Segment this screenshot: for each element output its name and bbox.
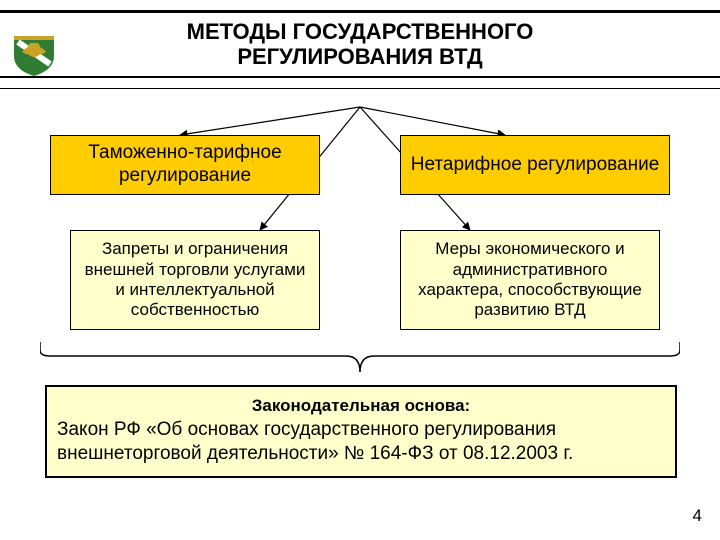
title-line1: МЕТОДЫ ГОСУДАРСТВЕННОГО (187, 19, 534, 44)
node-label: Таможенно-тарифное регулирование (59, 142, 311, 188)
node-label: Запреты и ограничения внешней торговли у… (79, 239, 311, 321)
legal-body: Закон РФ «Об основах государственного ре… (57, 418, 665, 466)
node-bans-restrictions: Запреты и ограничения внешней торговли у… (70, 230, 320, 330)
page-title: МЕТОДЫ ГОСУДАРСТВЕННОГО РЕГУЛИРОВАНИЯ ВТ… (0, 19, 720, 70)
legal-basis-box: Законодательная основа: Закон РФ «Об осн… (45, 385, 677, 478)
title-block: МЕТОДЫ ГОСУДАРСТВЕННОГО РЕГУЛИРОВАНИЯ ВТ… (0, 10, 720, 89)
brace-icon (40, 340, 680, 378)
node-tariff-regulation: Таможенно-тарифное регулирование (50, 135, 320, 195)
node-nontariff-regulation: Нетарифное регулирование (400, 135, 670, 195)
page-number: 4 (693, 506, 702, 526)
node-label: Нетарифное регулирование (411, 154, 660, 177)
title-line2: РЕГУЛИРОВАНИЯ ВТД (237, 44, 482, 69)
legal-title: Законодательная основа: (57, 395, 665, 416)
node-label: Меры экономического и административного … (409, 239, 651, 321)
node-economic-measures: Меры экономического и административного … (400, 230, 660, 330)
